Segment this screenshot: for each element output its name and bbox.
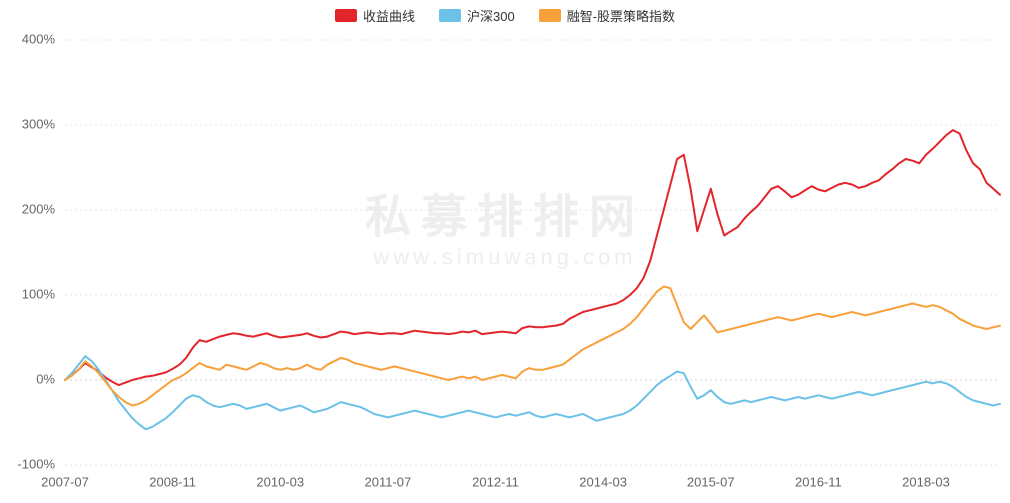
y-tick-label: 100% (22, 286, 56, 301)
x-tick-label: 2008-11 (149, 475, 196, 490)
y-tick-label: 300% (22, 116, 56, 131)
x-tick-label: 2012-11 (472, 475, 519, 490)
y-tick-label: 0% (36, 371, 55, 386)
x-tick-label: 2010-03 (256, 475, 304, 490)
x-tick-label: 2016-11 (795, 475, 842, 490)
line-chart: 收益曲线沪深300融智-股票策略指数 私募排排网 www.simuwang.co… (0, 0, 1010, 503)
x-tick-label: 2014-03 (579, 475, 627, 490)
plot-area: -100% 0% 100% 200% 300% 400% 2007-07 2008-11 201… (0, 0, 1010, 503)
series-line (65, 130, 1000, 385)
x-tick-label: 2018-03 (902, 475, 950, 490)
y-tick-label: 200% (22, 201, 56, 216)
y-tick-label: -100% (17, 456, 55, 471)
y-tick-label: 400% (22, 31, 56, 46)
series-line (65, 356, 1000, 429)
series-line (65, 287, 1000, 406)
x-tick-label: 2007-07 (41, 475, 89, 490)
x-tick-label: 2011-07 (365, 475, 412, 490)
x-tick-label: 2015-07 (687, 475, 735, 490)
